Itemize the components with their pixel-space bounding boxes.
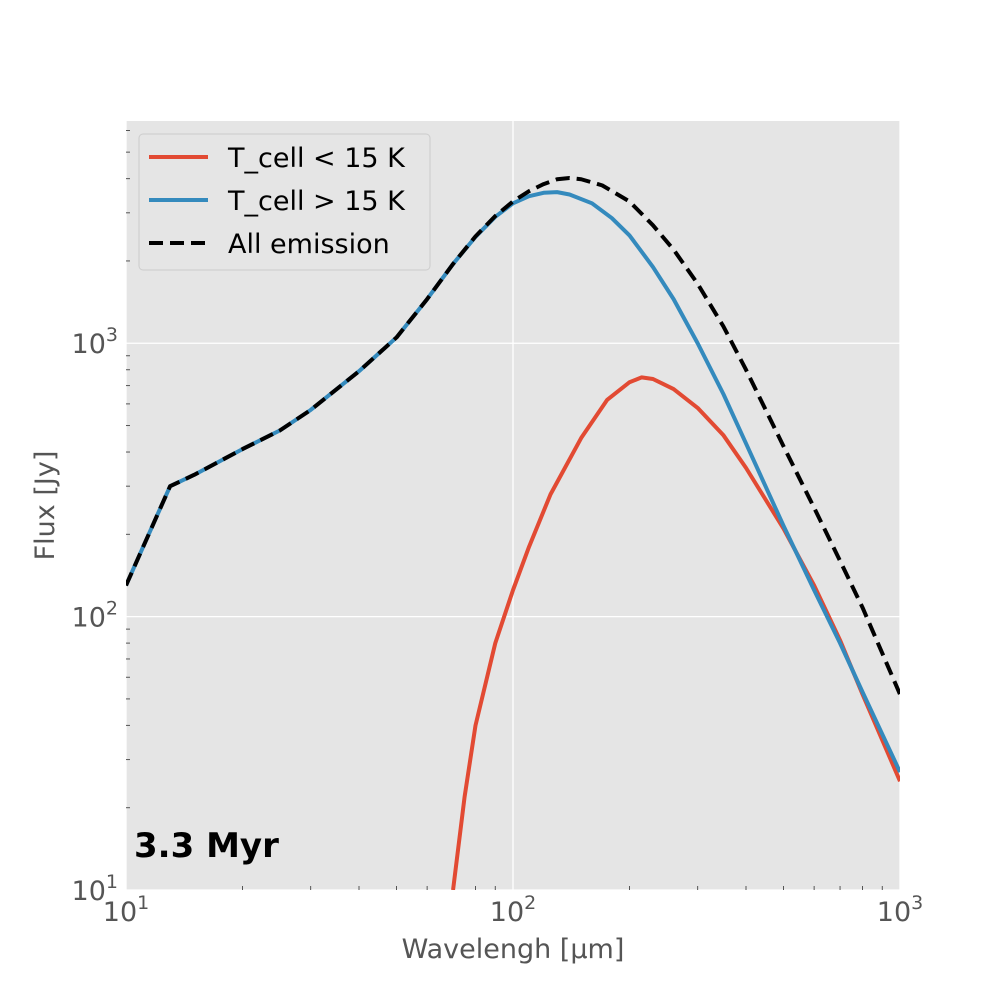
minor-ticks [126, 130, 883, 890]
grid-lines [125, 121, 901, 891]
x-tick-label: 102 [490, 892, 536, 928]
series-line-all-emission [126, 176, 900, 696]
x-tick-label: 101 [103, 892, 149, 928]
legend-label: T_cell < 15 K [227, 143, 406, 174]
legend-box [138, 133, 431, 271]
y-tick-label: 101 [72, 871, 118, 907]
legend-label: T_cell > 15 K [227, 186, 406, 217]
y-tick-label: 103 [72, 324, 118, 360]
series-lines [126, 176, 900, 890]
y-tick-label: 102 [72, 598, 118, 634]
x-tick-label: 103 [877, 892, 923, 928]
age-annotation: 3.3 Myr [134, 826, 279, 866]
y-axis-label: Flux [Jy] [30, 451, 61, 561]
legend-label: All emission [228, 229, 390, 260]
legend: T_cell < 15 K T_cell > 15 K All emission [138, 133, 431, 271]
tick-labels: 101 102 103 101 102 103 [72, 324, 924, 928]
x-axis-label: Wavelengh [μm] [402, 934, 625, 965]
